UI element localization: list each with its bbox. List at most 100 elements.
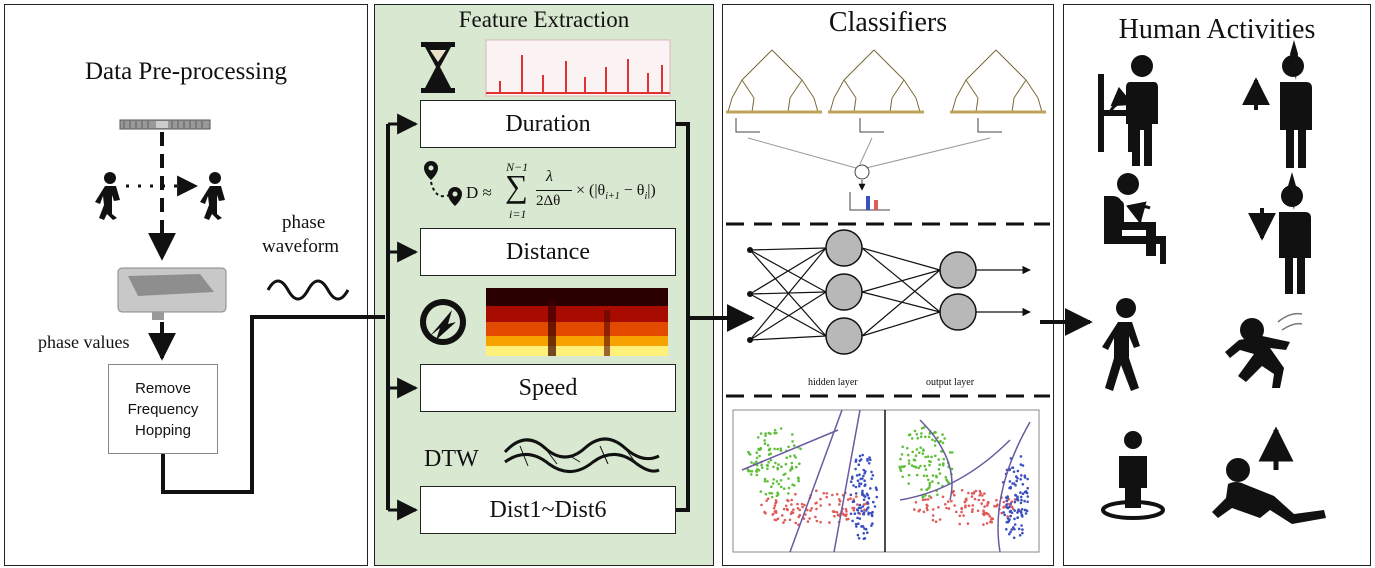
scatter-point-blue [1016, 495, 1019, 499]
scatter-point-red [977, 498, 981, 502]
scatter-point-green [749, 473, 753, 476]
scatter-point-red [794, 521, 797, 525]
scatter-point-blue [871, 510, 874, 514]
scatter-point-red [967, 491, 970, 495]
scatter-point-green [797, 479, 800, 483]
scatter-point-red [1002, 500, 1006, 504]
scatter-point-blue [873, 505, 877, 508]
scatter-point-green [764, 492, 768, 496]
scatter-point-green [931, 438, 934, 442]
scatter-point-red [798, 508, 801, 512]
scatter-point-blue [1008, 505, 1011, 509]
rfid-reader-icon [117, 267, 227, 320]
scatter-point-red [980, 502, 983, 505]
scatter-point-green [782, 487, 786, 491]
scatter-point-blue [861, 493, 864, 496]
scatter-point-blue [1010, 528, 1013, 531]
remove-frequency-hopping-box: Remove Frequency Hopping [108, 364, 218, 454]
scatter-point-green [795, 465, 798, 469]
feature-extraction-title: Feature Extraction [458, 7, 630, 32]
scatter-point-green [933, 439, 937, 443]
scatter-point-blue [874, 486, 878, 490]
scatter-point-blue [1020, 474, 1023, 477]
scatter-point-red [983, 492, 986, 495]
scatter-point-red [922, 510, 926, 514]
scatter-point-blue [1008, 510, 1012, 513]
scatter-point-blue [1020, 513, 1024, 517]
scatter-point-green [913, 429, 917, 433]
scatter-point-green [766, 480, 769, 483]
scatter-point-blue [852, 484, 855, 487]
scatter-point-green [790, 461, 794, 465]
scatter-point-green [766, 464, 770, 467]
scatter-point-blue [1019, 491, 1022, 494]
scatter-point-blue [854, 522, 858, 526]
scatter-point-blue [1005, 496, 1008, 499]
scatter-point-red [792, 508, 795, 512]
scatter-point-green [928, 486, 931, 489]
preprocessing-title: Data Pre-processing [84, 58, 287, 85]
scatter-point-blue [870, 470, 873, 474]
scatter-point-red [926, 504, 929, 508]
scatter-point-red [962, 514, 965, 517]
scatter-point-blue [861, 505, 864, 508]
scatter-point-red [815, 501, 818, 505]
scatter-point-blue [1021, 528, 1024, 531]
speedometer-icon [420, 299, 466, 345]
scatter-point-green [755, 456, 759, 460]
scatter-point-blue [854, 492, 858, 495]
scatter-point-green [925, 474, 929, 478]
scatter-point-green [926, 455, 930, 458]
scatter-point-green [906, 446, 909, 450]
scatter-point-green [774, 461, 777, 465]
formula-rhs-a: × (|θ [576, 182, 606, 199]
scatter-point-red [929, 496, 933, 499]
scatter-point-green [780, 485, 783, 489]
scatter-point-blue [875, 495, 879, 499]
formula-frac-num: λ [546, 168, 553, 185]
scatter-point-red [918, 508, 922, 512]
scatter-point-green [747, 450, 750, 454]
scatter-point-blue [866, 457, 869, 461]
scatter-point-green [750, 470, 754, 473]
scatter-point-blue [862, 468, 865, 472]
scatter-point-blue [1015, 475, 1018, 478]
scatter-point-red [773, 504, 777, 508]
arm-down-icon [1248, 172, 1311, 294]
scatter-point-green [911, 450, 914, 454]
scatter-point-red [862, 503, 866, 506]
scatter-point-red [958, 522, 961, 526]
scatter-point-blue [858, 454, 862, 458]
scatter-point-blue [856, 533, 860, 537]
scatter-point-green [919, 435, 923, 439]
scatter-point-red [981, 512, 985, 515]
scatter-point-red [845, 510, 848, 513]
scatter-point-red [809, 509, 812, 512]
formula-rhs: × (|θi+1 − θi|) [576, 182, 656, 202]
scatter-point-red [819, 504, 822, 507]
phase-waveform-icon [266, 279, 350, 301]
scatter-point-red [982, 509, 985, 512]
scatter-point-blue [1021, 464, 1025, 467]
scatter-point-blue [1008, 532, 1011, 536]
neural-network-diagram [747, 229, 1031, 355]
scatter-point-red [966, 522, 970, 525]
scatter-point-green [950, 467, 954, 471]
scatter-point-red [974, 489, 978, 493]
scatter-point-blue [862, 498, 866, 502]
tree-1 [726, 49, 822, 133]
scatter-point-blue [1017, 527, 1021, 531]
scatter-point-green [937, 481, 940, 485]
scatter-point-blue [864, 527, 868, 531]
scatter-point-red [945, 506, 948, 510]
remove-line-2: Frequency [127, 400, 199, 418]
scatter-point-blue [1007, 519, 1011, 523]
scatter-point-blue [857, 463, 861, 467]
scatter-point-green [937, 458, 940, 461]
scatter-point-green [934, 474, 938, 478]
scatter-point-green [908, 433, 912, 436]
scatter-point-blue [1023, 474, 1027, 478]
speed-heatmap [486, 288, 668, 356]
scatter-point-red [789, 512, 793, 516]
scatter-point-blue [1023, 499, 1026, 503]
